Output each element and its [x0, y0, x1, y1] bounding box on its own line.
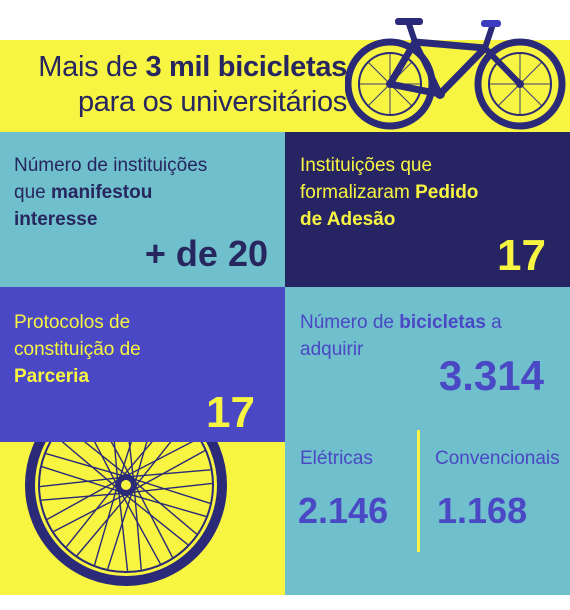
- wheel-spoke: [133, 450, 206, 491]
- protocols-value: 17: [206, 388, 255, 437]
- bicycle-icon: [345, 18, 566, 130]
- adhesion-value: 17: [497, 231, 546, 280]
- wheel-spoke: [127, 493, 207, 518]
- wheel-spoke: [65, 482, 118, 548]
- adhesion-line3-bold: de Adesão: [300, 209, 396, 230]
- wheel-spoke: [133, 488, 142, 570]
- header-line1-prefix: Mais de: [38, 51, 146, 83]
- header-line1-bold: 3 mil bicicletas: [145, 51, 347, 83]
- electric-value: 2.146: [298, 490, 389, 531]
- wheel-spoke: [132, 477, 211, 504]
- adhesion-line2-prefix: formalizaram: [300, 182, 416, 203]
- wheel-spoke: [110, 442, 132, 478]
- bikes-line1-suffix: a: [485, 312, 502, 333]
- wheel-band: [0, 442, 285, 595]
- adhesion-line1: Instituições que: [300, 155, 433, 176]
- header-line2: para os universitários: [77, 86, 347, 118]
- wheel-spoke: [53, 493, 127, 533]
- protocols-line2: constituição de: [14, 339, 141, 360]
- wheel-spoke: [129, 469, 211, 478]
- wheel-spoke: [93, 486, 118, 566]
- bikes-line2: adquirir: [300, 339, 364, 360]
- protocols-line1: Protocolos de: [14, 312, 131, 333]
- bikes-value: 3.314: [438, 352, 544, 399]
- interest-line1: Número de instituições: [14, 155, 208, 176]
- panel-adhesion-text: Instituições que formalizaram Pedido de …: [300, 152, 478, 233]
- panel-interest: Número de instituições que manifestou in…: [0, 132, 285, 287]
- conventional-label: Convencionais: [435, 448, 560, 469]
- wheel-spoke: [83, 442, 129, 477]
- adhesion-line2-bold: Pedido: [415, 182, 479, 203]
- wheel-spoke: [120, 492, 161, 565]
- wheel-spoke: [128, 442, 135, 481]
- wheel-spoke: [123, 493, 189, 546]
- protocols-line3-bold: Parceria: [14, 366, 90, 387]
- divider: [417, 430, 420, 552]
- panel-bikes: Número de bicicletas a adquirir 3.314 El…: [285, 287, 570, 595]
- panel-interest-text: Número de instituições que manifestou in…: [14, 152, 207, 233]
- interest-value: + de 20: [144, 233, 268, 274]
- panel-protocols: Protocolos de constituição de Parceria 1…: [0, 287, 285, 442]
- interest-line3-bold: interesse: [14, 209, 98, 230]
- bikes-line1-prefix: Número de: [300, 312, 400, 333]
- bikes-line1-bold: bicicletas: [399, 312, 486, 333]
- electric-label: Elétricas: [300, 448, 373, 469]
- wheel-spoke: [41, 492, 123, 501]
- interest-line2-prefix: que: [14, 182, 51, 203]
- wheel-spoke: [134, 442, 148, 484]
- wheel-icon: [25, 442, 227, 586]
- wheel-spoke: [134, 484, 174, 558]
- wheel-spoke: [133, 481, 198, 535]
- conventional-value: 1.168: [437, 490, 528, 531]
- wheel-spoke: [117, 489, 129, 572]
- interest-line2-bold: manifestou: [50, 182, 153, 203]
- wheel-spoke: [46, 479, 119, 520]
- header-title: Mais de 3 mil bicicletas para os univers…: [12, 50, 347, 120]
- panel-adhesion: Instituições que formalizaram Pedido de …: [285, 132, 570, 287]
- panel-bikes-text: Número de bicicletas a adquirir: [300, 309, 502, 363]
- wheel-spoke: [45, 452, 125, 477]
- panel-protocols-text: Protocolos de constituição de Parceria: [14, 309, 141, 390]
- wheel-spoke: [39, 476, 122, 488]
